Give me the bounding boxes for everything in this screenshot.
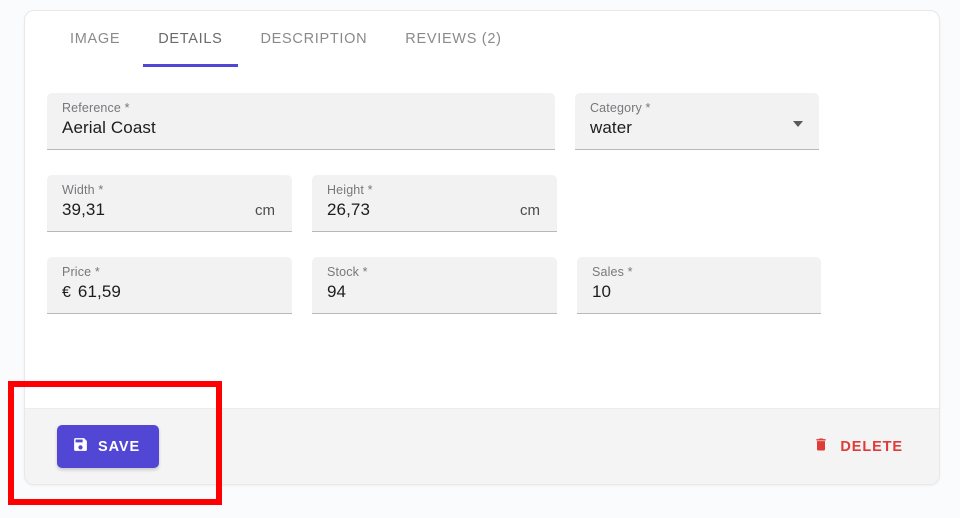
delete-button-label: DELETE <box>840 438 903 455</box>
category-select-label: Category * <box>590 101 651 115</box>
tab-bar: IMAGE DETAILS DESCRIPTION REVIEWS (2) <box>25 11 939 67</box>
category-select-value: water <box>590 118 633 137</box>
sales-field-label: Sales * <box>592 265 633 279</box>
product-details-card: IMAGE DETAILS DESCRIPTION REVIEWS (2) Re… <box>24 10 940 485</box>
price-field[interactable]: Price * € 61,59 <box>47 257 292 314</box>
width-field-unit: cm <box>255 202 275 219</box>
stock-field-valuerow: 94 <box>327 281 542 303</box>
tab-reviews-label: REVIEWS (2) <box>405 31 502 47</box>
width-field-valuerow: 39,31 cm <box>62 199 277 222</box>
tab-details[interactable]: DETAILS <box>139 11 241 67</box>
tab-description-label: DESCRIPTION <box>260 31 368 47</box>
height-field[interactable]: Height * 26,73 cm <box>312 175 557 232</box>
tab-details-label: DETAILS <box>158 31 223 47</box>
stock-field-value: 94 <box>327 282 347 301</box>
tab-description[interactable]: DESCRIPTION <box>242 11 387 67</box>
save-floppy-icon <box>72 436 89 457</box>
save-button[interactable]: SAVE <box>57 425 160 468</box>
card-footer-actions: SAVE DELETE <box>25 408 939 484</box>
tab-image-label: IMAGE <box>70 31 121 47</box>
delete-button[interactable]: DELETE <box>809 428 907 465</box>
width-field[interactable]: Width * 39,31 cm <box>47 175 292 232</box>
reference-field-label: Reference * <box>62 101 130 115</box>
form-row-1: Reference * Aerial Coast Category * wate… <box>47 93 917 150</box>
width-field-label: Width * <box>62 183 104 197</box>
sales-field-value: 10 <box>592 282 612 301</box>
height-field-valuerow: 26,73 cm <box>327 199 542 222</box>
reference-field-valuerow: Aerial Coast <box>62 117 540 139</box>
sales-field-valuerow: 10 <box>592 281 806 303</box>
sales-field[interactable]: Sales * 10 <box>577 257 821 314</box>
reference-field-value: Aerial Coast <box>62 118 156 137</box>
category-select-valuerow: water <box>590 117 804 139</box>
price-field-currency: € <box>62 284 71 301</box>
trash-icon <box>813 436 829 457</box>
tab-reviews[interactable]: REVIEWS (2) <box>386 11 520 67</box>
price-field-value: 61,59 <box>77 282 121 301</box>
height-field-value: 26,73 <box>327 200 371 219</box>
tab-image[interactable]: IMAGE <box>51 11 139 67</box>
reference-field[interactable]: Reference * Aerial Coast <box>47 93 555 150</box>
width-field-value: 39,31 <box>62 200 106 219</box>
stock-field[interactable]: Stock * 94 <box>312 257 557 314</box>
price-field-label: Price * <box>62 265 100 279</box>
height-field-label: Height * <box>327 183 373 197</box>
height-field-unit: cm <box>520 202 540 219</box>
form-row-3: Price * € 61,59 Stock * 94 Sales * 10 <box>47 257 917 314</box>
category-select[interactable]: Category * water <box>575 93 819 150</box>
details-form: Reference * Aerial Coast Category * wate… <box>25 67 939 314</box>
save-button-label: SAVE <box>98 438 141 455</box>
price-field-valuerow: € 61,59 <box>62 281 277 304</box>
stock-field-label: Stock * <box>327 265 368 279</box>
form-row-2: Width * 39,31 cm Height * 26,73 cm <box>47 175 917 232</box>
chevron-down-icon[interactable] <box>793 121 803 127</box>
